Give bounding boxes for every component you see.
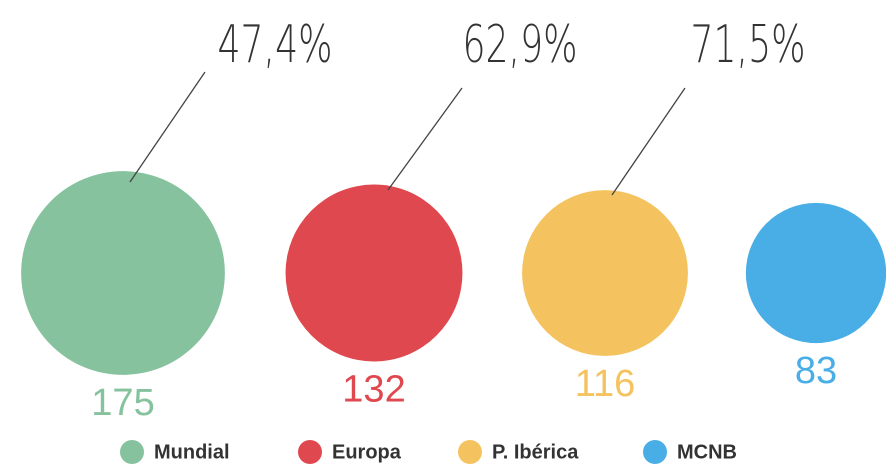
value-label: 175 [91,382,154,424]
legend-label: P. Ibérica [492,441,579,463]
legend-label: MCNB [677,441,737,463]
bubble [285,184,463,362]
leader-line [387,87,463,191]
legend-label: Mundial [154,441,230,463]
leader-line [611,87,686,196]
bubble [522,190,688,356]
value-label: 116 [575,363,636,405]
leader-line [129,71,206,183]
value-label: 83 [795,350,837,392]
legend-swatch [458,440,482,464]
bubble [21,171,225,375]
bubble [745,202,886,344]
legend-swatch [120,440,144,464]
legend-swatch [643,440,667,464]
annotation: 71,5% [691,15,806,75]
legend-label: Europa [332,441,402,463]
value-label: 132 [342,368,405,410]
annotation: 47,4% [218,15,333,75]
legend-swatch [298,440,322,464]
annotation: 62,9% [463,15,578,75]
